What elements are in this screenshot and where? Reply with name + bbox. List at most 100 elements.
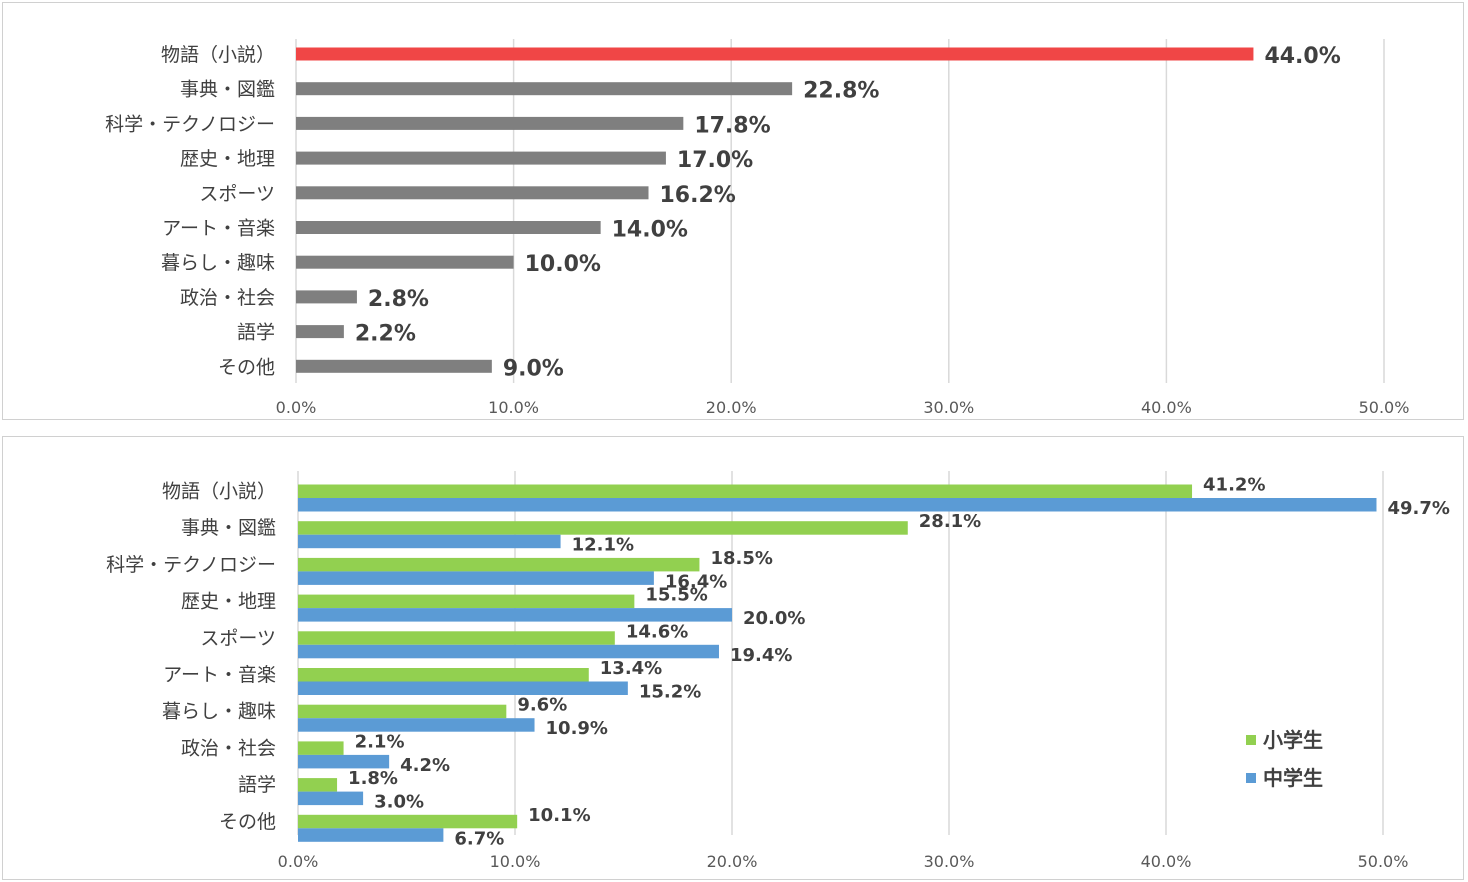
data-label: 1.8% [348,768,398,789]
category-label: 科学・テクノロジー [105,113,275,135]
bar-elementary [298,594,635,609]
data-label: 9.6% [517,695,567,716]
data-label: 20.0% [743,608,805,629]
x-tick-label: 30.0% [924,852,975,871]
data-label: 16.2% [660,183,736,208]
data-label: 10.9% [546,718,608,739]
bar [296,82,793,96]
bar-junior-high [298,571,654,585]
category-label: 暮らし・趣味 [162,701,276,723]
category-label: 物語（小説） [161,44,275,66]
category-label: 物語（小説） [162,481,276,503]
data-label: 49.7% [1387,498,1449,519]
data-label: 2.1% [355,731,405,752]
bar-junior-high [298,608,732,622]
legend-label: 小学生 [1263,728,1323,752]
data-label: 28.1% [919,511,981,532]
x-tick-label: 50.0% [1358,852,1409,871]
bar [296,359,492,373]
data-label: 14.6% [626,621,688,642]
x-tick-label: 0.0% [276,398,317,417]
bar-elementary [298,778,338,792]
bar-junior-high [298,534,561,549]
category-label: その他 [218,356,275,378]
bar-elementary [298,704,507,719]
bar-elementary [298,668,589,682]
category-label: アート・音楽 [162,218,275,240]
chart-panel-by-grade: 0.0% 10.0% 20.0% 30.0% 40.0% 50.0% 物語（小説） 41.2%… [2,436,1464,880]
category-label: 政治・社会 [181,737,276,759]
bar-elementary [298,484,1193,498]
x-tick-label: 0.0% [278,852,319,871]
chart-overall: 0.0% 10.0% 20.0% 30.0% 40.0% 50.0% 物語（小説） 44.0%… [105,39,1410,417]
category-label: 政治・社会 [180,287,275,309]
data-label: 15.5% [645,585,707,606]
bar-junior-high [298,681,628,695]
data-label: 16.4% [665,571,727,592]
bar-junior-high [298,754,390,769]
bar [296,47,1254,61]
bar-elementary [298,814,518,829]
data-label: 10.0% [525,252,601,277]
x-tick-label: 50.0% [1359,398,1410,417]
x-tick-label: 10.0% [488,398,539,417]
x-tick-label: 10.0% [490,852,541,871]
data-label: 19.4% [730,645,792,666]
bar [296,116,684,130]
data-label: 17.8% [694,113,770,138]
x-tick-label: 30.0% [923,398,974,417]
bar [296,325,344,339]
data-label: 44.0% [1264,44,1340,69]
legend-swatch [1246,735,1256,745]
data-label: 14.0% [612,218,688,243]
category-label: スポーツ [199,183,275,205]
bar-elementary [298,631,615,645]
data-label: 4.2% [400,755,450,776]
category-label: 語学 [237,322,275,344]
x-tick-label: 40.0% [1141,398,1192,417]
bar [296,221,601,234]
data-label: 17.0% [677,148,753,173]
data-label: 9.0% [503,356,564,381]
bar-junior-high [298,644,719,659]
bar-junior-high [298,718,535,732]
x-tick-label: 40.0% [1141,852,1192,871]
data-label: 15.2% [639,682,701,703]
category-label: 歴史・地理 [181,591,276,613]
data-label: 6.7% [454,828,504,849]
category-label: アート・音楽 [163,664,276,686]
bar [296,186,649,200]
data-label: 13.4% [600,658,662,679]
bar [296,151,666,165]
category-label: 歴史・地理 [180,148,275,170]
x-tick-label: 20.0% [706,398,757,417]
bar-junior-high [298,498,1377,512]
chart-panel-overall: 0.0% 10.0% 20.0% 30.0% 40.0% 50.0% 物語（小説） 44.0%… [2,2,1464,420]
data-label: 18.5% [710,548,772,569]
data-label: 41.2% [1203,475,1265,496]
bar-junior-high [298,791,364,806]
data-label: 2.2% [355,322,416,347]
bar-junior-high [298,828,444,842]
bar [296,290,357,304]
data-label: 3.0% [374,792,424,813]
category-label: 暮らし・趣味 [161,252,275,274]
legend-label: 中学生 [1263,766,1323,790]
bar [296,255,514,269]
chart-by-grade: 0.0% 10.0% 20.0% 30.0% 40.0% 50.0% 物語（小説） 41.2%… [106,471,1450,871]
data-label: 2.8% [368,287,429,312]
category-label: 事典・図鑑 [180,79,275,101]
data-label: 12.1% [572,535,634,556]
category-label: その他 [219,811,276,833]
category-label: スポーツ [200,627,276,649]
data-label: 22.8% [803,79,879,104]
category-label: 科学・テクノロジー [106,554,276,576]
data-label: 10.1% [528,805,590,826]
bar-elementary [298,557,700,572]
x-tick-label: 20.0% [707,852,758,871]
bar-elementary [298,521,908,535]
category-label: 事典・図鑑 [181,517,276,539]
legend-swatch [1246,773,1256,783]
category-label: 語学 [238,774,276,796]
bar-elementary [298,741,344,755]
